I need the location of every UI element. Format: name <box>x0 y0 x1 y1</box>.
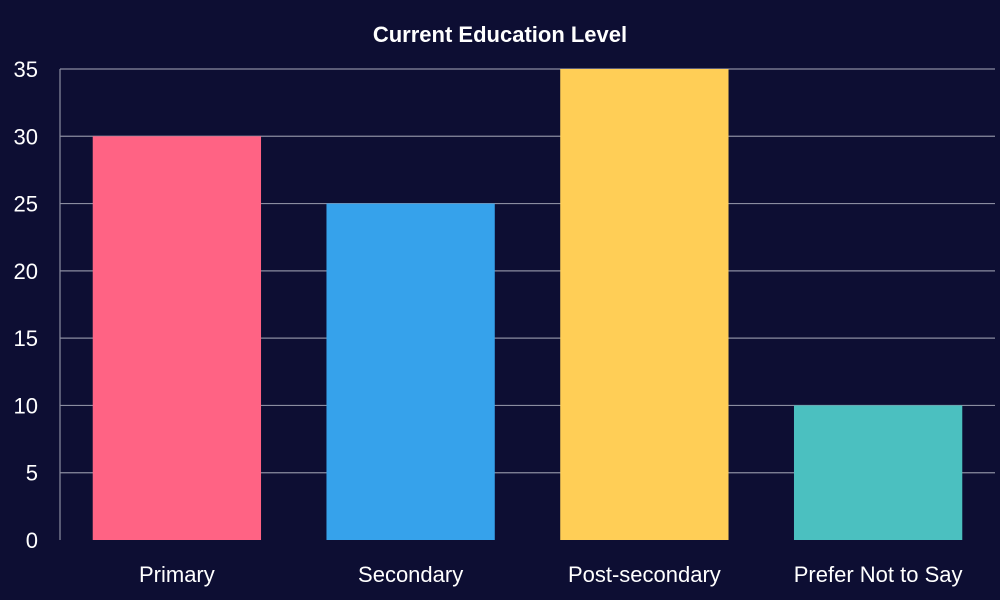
y-tick-label: 20 <box>14 259 38 284</box>
bar-secondary <box>326 203 495 541</box>
x-category-label: Secondary <box>358 562 463 587</box>
y-tick-label: 5 <box>26 461 38 486</box>
bar-post-secondary <box>560 69 729 540</box>
y-tick-label: 15 <box>14 326 38 351</box>
bar-primary <box>92 136 262 541</box>
bar-prefer-not-to-say <box>793 405 963 540</box>
bars <box>92 69 963 541</box>
y-tick-label: 0 <box>26 528 38 553</box>
x-category-label: Post-secondary <box>568 562 721 587</box>
y-tick-labels: 0 5 10 15 20 25 30 35 <box>14 57 38 553</box>
y-tick-label: 30 <box>14 124 38 149</box>
x-category-label: Prefer Not to Say <box>794 562 963 587</box>
y-tick-label: 25 <box>14 192 38 217</box>
y-tick-label: 35 <box>14 57 38 82</box>
chart-title: Current Education Level <box>373 22 627 47</box>
x-category-label: Primary <box>139 562 215 587</box>
y-tick-label: 10 <box>14 393 38 418</box>
x-category-labels: Primary Secondary Post-secondary Prefer Not… <box>139 562 963 587</box>
